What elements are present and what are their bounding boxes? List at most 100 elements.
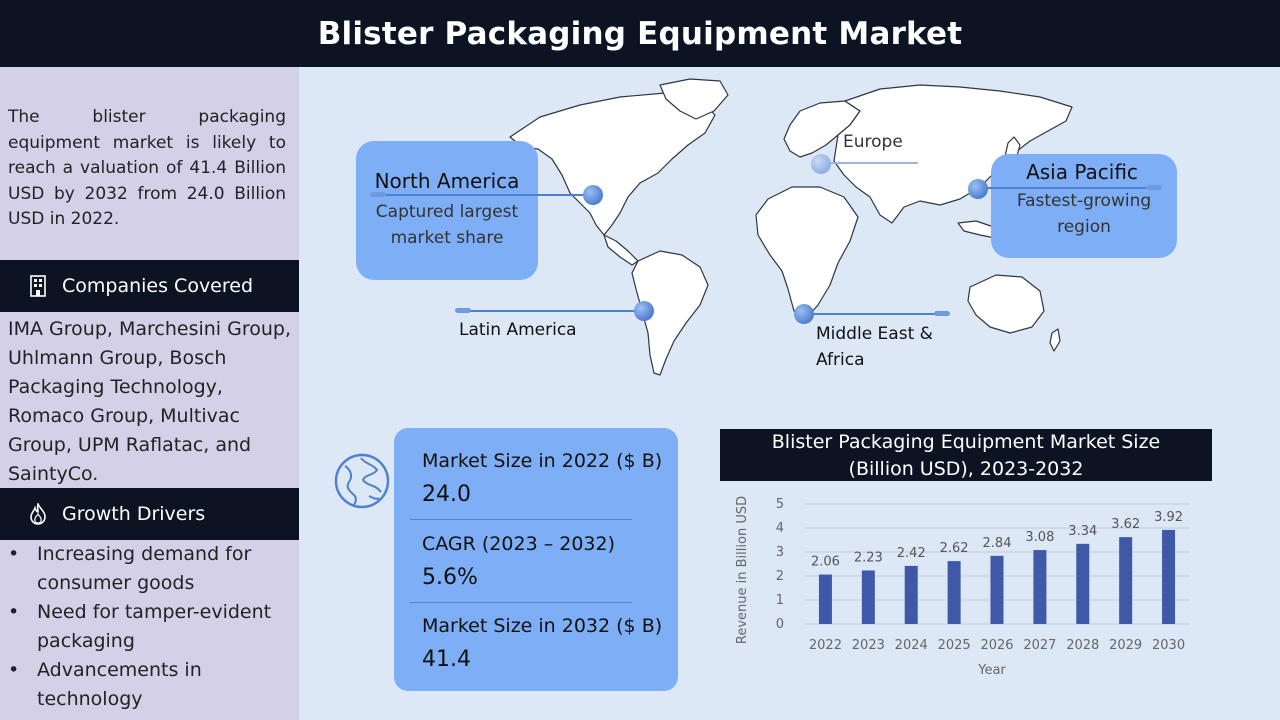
asia-pacific-subtitle-2: region <box>1057 217 1111 237</box>
north-america-subtitle-2: market share <box>390 228 504 248</box>
data-label: 2.62 <box>940 541 969 556</box>
europe-marker <box>811 154 831 174</box>
bar-2024 <box>904 565 918 624</box>
africa-shape <box>755 186 859 322</box>
stat-label: Market Size in 2032 ($ B) <box>422 615 663 637</box>
data-label: 3.08 <box>1025 530 1054 545</box>
north-america-marker <box>583 185 603 205</box>
x-tick-label: 2029 <box>1109 638 1142 653</box>
x-tick-label: 2022 <box>809 638 842 653</box>
latin-america-connector <box>456 310 644 312</box>
bar-2023 <box>861 570 875 624</box>
x-tick-label: 2024 <box>895 638 928 653</box>
y-tick-label: 2 <box>776 569 784 584</box>
x-tick-label: 2025 <box>938 638 971 653</box>
north-america-connector-end <box>370 192 386 197</box>
north-america-shape <box>509 92 716 236</box>
asia-pacific-callout: Asia Pacific Fastest-growing region <box>991 154 1177 258</box>
bar-2028 <box>1076 543 1090 624</box>
drivers-list: Increasing demand for consumer goods Nee… <box>8 540 293 714</box>
north-america-subtitle-1: Captured largest <box>375 202 519 222</box>
y-axis-label: Revenue in Billion USD <box>735 496 750 644</box>
stat-label: Market Size in 2022 ($ B) <box>422 450 663 472</box>
bar-2022 <box>818 574 832 624</box>
data-label: 3.34 <box>1068 524 1097 539</box>
data-label: 2.06 <box>811 555 840 570</box>
asia-pacific-subtitle-1: Fastest-growing <box>1016 191 1152 211</box>
central-america-shape <box>603 234 639 266</box>
x-tick-label: 2028 <box>1066 638 1099 653</box>
stat-value: 24.0 <box>422 482 471 507</box>
y-tick-label: 1 <box>776 593 784 608</box>
bar-layer <box>818 529 1176 624</box>
world-map <box>509 78 1073 376</box>
stats-panel: Market Size in 2022 ($ B) 24.0 CAGR (202… <box>394 428 678 691</box>
latin-america-label: Latin America <box>459 320 577 340</box>
bar-2029 <box>1119 537 1133 624</box>
list-item: Increasing demand for consumer goods <box>8 540 293 598</box>
x-tick-label: 2023 <box>852 638 885 653</box>
stat-divider <box>410 519 632 520</box>
asia-pacific-marker <box>968 179 988 199</box>
x-tick-label: 2030 <box>1152 638 1185 653</box>
x-tick-label: 2026 <box>980 638 1013 653</box>
north-america-title: North America <box>374 169 520 193</box>
mea-connector <box>804 313 948 315</box>
drivers-heading-bar: Growth Drivers <box>0 488 299 540</box>
europe-connector <box>820 162 918 164</box>
stat-divider <box>410 602 632 603</box>
y-tick-label: 0 <box>776 617 784 632</box>
asia-pacific-connector <box>976 187 1160 189</box>
mea-connector-end <box>934 311 950 316</box>
stat-market-size-2022: Market Size in 2022 ($ B) 24.0 <box>422 450 662 507</box>
label-layer: 0 1 2 3 4 5 2.06 2022 2.23 2023 2.42 2024 2.62 2025 2.… <box>776 497 1185 653</box>
x-tick-label: 2027 <box>1023 638 1056 653</box>
mea-label-line-2: Africa <box>816 350 865 370</box>
data-label: 3.92 <box>1154 510 1183 525</box>
greenland-shape <box>659 78 729 120</box>
bar-2030 <box>1162 529 1176 624</box>
header: Blister Packaging Equipment Market <box>0 0 1280 67</box>
stat-market-size-2032: Market Size in 2032 ($ B) 41.4 <box>422 615 662 672</box>
bar-chart: 0 1 2 3 4 5 2.06 2022 2.23 2023 2.42 2024 2.62 2025 2.… <box>735 496 1190 678</box>
stat-value: 41.4 <box>422 647 471 672</box>
globe-icon <box>334 453 390 509</box>
list-item: Advancements in technology <box>8 656 293 714</box>
chart-title-line-2: (Billion USD), 2023-2032 <box>848 458 1084 480</box>
north-america-callout: North America Captured largest market sh… <box>356 141 538 280</box>
y-tick-label: 5 <box>776 497 784 512</box>
north-america-connector <box>372 194 594 196</box>
list-item: Need for tamper-evident packaging <box>8 598 293 656</box>
stat-label: CAGR (2023 – 2032) <box>422 533 616 555</box>
stat-cagr: CAGR (2023 – 2032) 5.6% <box>422 533 615 590</box>
flame-icon <box>28 502 48 526</box>
mea-label-line-1: Middle East & <box>816 324 933 344</box>
sidebar: The blister packaging equipment market i… <box>0 67 299 720</box>
drivers-heading: Growth Drivers <box>62 503 206 525</box>
chart-title: Blister Packaging Equipment Market Size … <box>720 429 1212 481</box>
new-zealand-shape <box>1049 328 1061 352</box>
asia-pacific-connector-end <box>1146 185 1162 190</box>
page-title: Blister Packaging Equipment Market <box>317 15 963 52</box>
bar-2026 <box>990 555 1004 624</box>
x-axis-label: Year <box>977 663 1006 678</box>
asia-shape <box>833 84 1073 224</box>
building-icon <box>28 274 48 298</box>
y-tick-label: 4 <box>776 521 784 536</box>
data-label: 2.23 <box>854 550 883 565</box>
companies-list: IMA Group, Marchesini Group, Uhlmann Gro… <box>8 318 291 485</box>
companies-heading-bar: Companies Covered <box>0 260 299 312</box>
europe-label: Europe <box>843 132 903 152</box>
latin-america-connector-end <box>455 308 471 313</box>
data-label: 2.84 <box>983 536 1012 551</box>
chart-title-line-1: Blister Packaging Equipment Market Size <box>771 431 1161 453</box>
bar-2027 <box>1033 550 1047 624</box>
asia-pacific-title: Asia Pacific <box>1026 160 1138 184</box>
data-label: 3.62 <box>1111 517 1140 532</box>
bar-2025 <box>947 561 961 624</box>
latin-america-marker <box>634 301 654 321</box>
data-label: 2.42 <box>897 546 926 561</box>
companies-heading: Companies Covered <box>62 275 254 297</box>
market-intro-text: The blister packaging equipment market i… <box>8 107 286 229</box>
stat-value: 5.6% <box>422 565 478 590</box>
